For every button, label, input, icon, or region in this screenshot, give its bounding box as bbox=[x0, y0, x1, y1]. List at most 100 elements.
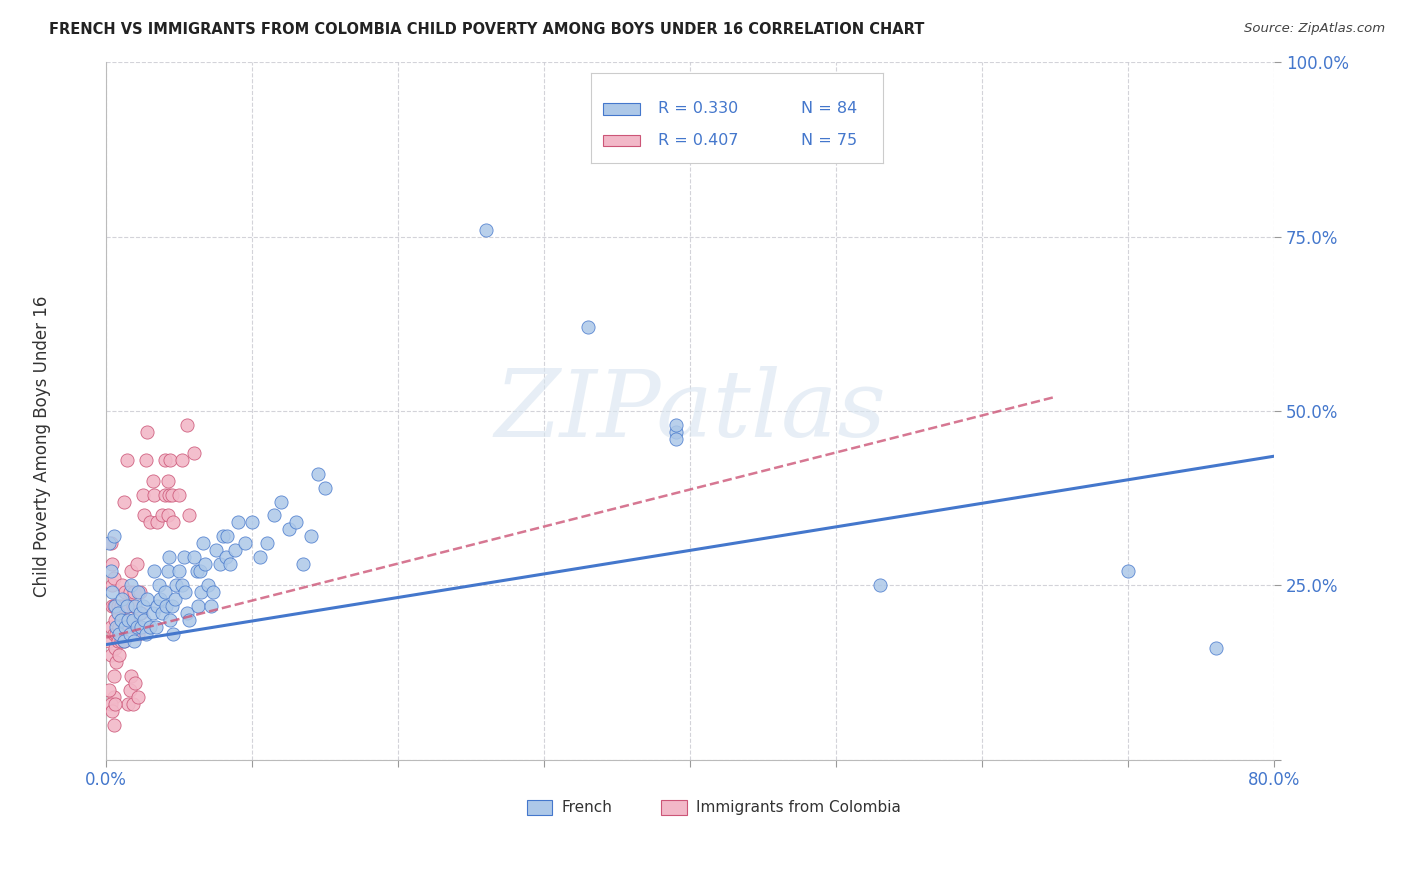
Text: FRENCH VS IMMIGRANTS FROM COLOMBIA CHILD POVERTY AMONG BOYS UNDER 16 CORRELATION: FRENCH VS IMMIGRANTS FROM COLOMBIA CHILD… bbox=[49, 22, 925, 37]
Point bbox=[156, 474, 179, 488]
Point bbox=[142, 474, 165, 488]
Point bbox=[134, 613, 156, 627]
Point bbox=[299, 529, 322, 543]
Point bbox=[176, 417, 198, 432]
Point bbox=[120, 564, 142, 578]
Point bbox=[162, 516, 184, 530]
Point bbox=[134, 508, 156, 523]
Point bbox=[172, 578, 194, 592]
Point bbox=[110, 599, 132, 614]
Point bbox=[125, 558, 148, 572]
Point bbox=[124, 676, 146, 690]
Point bbox=[132, 599, 155, 614]
Point bbox=[127, 585, 149, 599]
Point bbox=[112, 634, 135, 648]
Point bbox=[114, 613, 136, 627]
Point bbox=[118, 585, 141, 599]
Point bbox=[121, 599, 143, 614]
Point bbox=[101, 578, 124, 592]
Point bbox=[104, 599, 127, 614]
Point bbox=[204, 543, 226, 558]
Point bbox=[474, 222, 496, 236]
Point bbox=[869, 578, 891, 592]
Point bbox=[146, 599, 169, 614]
Point bbox=[167, 487, 190, 501]
Point bbox=[285, 516, 308, 530]
Point bbox=[183, 446, 205, 460]
Point bbox=[664, 425, 686, 439]
Text: ZIPatlas: ZIPatlas bbox=[494, 366, 886, 456]
Point bbox=[240, 516, 263, 530]
Point bbox=[100, 648, 122, 662]
Point bbox=[100, 697, 122, 711]
Point bbox=[107, 634, 129, 648]
Text: Immigrants from Colombia: Immigrants from Colombia bbox=[696, 799, 901, 814]
Point bbox=[115, 599, 138, 614]
Point bbox=[217, 529, 239, 543]
Point bbox=[111, 578, 134, 592]
Point bbox=[103, 627, 125, 641]
Point bbox=[209, 558, 232, 572]
FancyBboxPatch shape bbox=[527, 800, 553, 815]
Point bbox=[105, 655, 128, 669]
FancyBboxPatch shape bbox=[661, 800, 686, 815]
Point bbox=[263, 508, 285, 523]
Point bbox=[149, 592, 172, 607]
Point bbox=[249, 550, 271, 565]
Point bbox=[103, 717, 125, 731]
Point bbox=[1205, 640, 1227, 655]
Point bbox=[307, 467, 329, 481]
Point bbox=[111, 592, 134, 607]
Point bbox=[143, 564, 166, 578]
Point bbox=[160, 599, 183, 614]
Point bbox=[118, 682, 141, 697]
Point bbox=[104, 613, 127, 627]
Point bbox=[219, 558, 242, 572]
Point bbox=[179, 613, 201, 627]
Point bbox=[157, 487, 180, 501]
Point bbox=[150, 508, 173, 523]
Point bbox=[256, 536, 278, 550]
Point bbox=[139, 516, 162, 530]
Point bbox=[136, 592, 159, 607]
Point bbox=[142, 606, 165, 620]
Point bbox=[194, 558, 217, 572]
Point bbox=[103, 669, 125, 683]
Point bbox=[101, 585, 124, 599]
Point bbox=[146, 516, 169, 530]
Point bbox=[100, 564, 122, 578]
Point bbox=[122, 634, 145, 648]
Point bbox=[176, 606, 198, 620]
Point bbox=[121, 697, 143, 711]
Point bbox=[215, 550, 238, 565]
Point bbox=[118, 627, 141, 641]
Point bbox=[167, 564, 190, 578]
Point bbox=[112, 634, 135, 648]
Point bbox=[186, 564, 208, 578]
Point bbox=[117, 613, 139, 627]
Point bbox=[139, 620, 162, 634]
Point bbox=[117, 599, 139, 614]
Point bbox=[224, 543, 246, 558]
Point bbox=[188, 564, 211, 578]
Point bbox=[159, 452, 181, 467]
Point bbox=[104, 697, 127, 711]
Point bbox=[314, 481, 336, 495]
Point bbox=[120, 578, 142, 592]
Point bbox=[101, 558, 124, 572]
Point bbox=[115, 452, 138, 467]
Point bbox=[165, 578, 187, 592]
Point bbox=[201, 585, 224, 599]
Point bbox=[100, 536, 122, 550]
Point bbox=[183, 550, 205, 565]
Point bbox=[1116, 564, 1139, 578]
Point bbox=[103, 599, 125, 614]
Point bbox=[156, 508, 179, 523]
Point bbox=[136, 425, 159, 439]
Point bbox=[98, 682, 121, 697]
Point bbox=[270, 494, 292, 508]
Point bbox=[190, 585, 212, 599]
Point bbox=[173, 550, 195, 565]
Point bbox=[125, 620, 148, 634]
Point bbox=[108, 648, 131, 662]
